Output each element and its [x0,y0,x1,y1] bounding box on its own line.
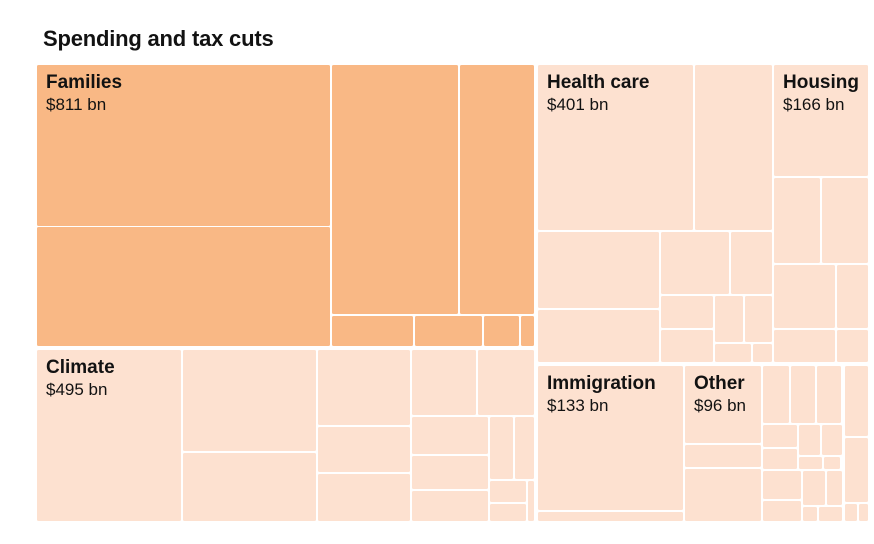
treemap-cell-other-13 [824,457,840,469]
treemap-cell-climate-9 [412,417,488,454]
treemap-cell-health-care-3 [538,232,659,308]
treemap-cell-other-10 [822,425,842,455]
treemap-cell-climate-12 [490,417,513,479]
treemap-cell-climate-8 [478,350,534,415]
category-label-families: Families [46,72,122,93]
treemap-cell-health-care-4 [538,310,659,362]
treemap-cell-housing-1 [774,65,868,176]
treemap-cell-climate-2 [183,350,316,451]
chart-title: Spending and tax cuts [43,26,274,51]
treemap-cell-climate-16 [528,481,534,521]
treemap-cell-climate-14 [490,481,526,502]
treemap-cell-climate-10 [412,456,488,489]
treemap-cell-other-12 [799,457,822,469]
treemap-cell-families-8 [521,316,534,346]
treemap-cell-other-21 [845,504,857,521]
category-block-immigration: Immigration $133 bn [538,366,683,521]
category-block-other: Other $96 bn [685,366,868,521]
treemap-cell-immigration-2 [538,512,683,521]
treemap-cell-health-care-8 [661,330,713,362]
treemap-cell-health-care-6 [731,232,772,294]
category-label-housing: Housing [783,72,859,93]
treemap-cell-other-6 [685,445,761,467]
treemap-cell-other-9 [799,425,820,455]
category-block-climate: Climate $495 bn [37,350,534,521]
treemap-cell-other-7 [685,469,761,521]
treemap-cell-health-care-5 [661,232,729,294]
treemap-cell-other-16 [803,471,825,505]
treemap-cell-health-care-1 [538,65,693,230]
treemap-cell-health-care-10 [745,296,772,342]
treemap-cell-other-3 [791,366,815,423]
category-value-climate: $495 bn [46,380,107,399]
treemap-cell-climate-15 [490,504,526,521]
treemap-cell-other-1 [685,366,761,443]
treemap-cell-health-care-11 [715,344,751,362]
treemap-cell-other-22 [859,504,868,521]
treemap-cell-other-8 [763,425,797,447]
treemap-cell-families-7 [484,316,519,346]
treemap-cell-other-17 [827,471,842,505]
treemap-cell-other-4 [817,366,841,423]
treemap-cell-climate-5 [318,427,410,472]
treemap-cell-families-2 [37,227,330,346]
treemap-cell-families-4 [460,65,534,314]
treemap-cell-housing-7 [837,330,868,362]
treemap-cell-other-15 [763,501,801,521]
category-value-families: $811 bn [46,95,106,114]
category-label-immigration: Immigration [547,373,656,394]
treemap-cell-immigration-1 [538,366,683,510]
treemap-cell-other-11 [763,449,797,469]
category-value-health-care: $401 bn [547,95,608,114]
treemap-cell-families-1 [37,65,330,226]
treemap-cell-other-14 [763,471,801,499]
treemap-cell-health-care-12 [753,344,772,362]
treemap-cell-other-20 [819,507,842,521]
category-label-climate: Climate [46,357,115,378]
treemap-cell-climate-7 [412,350,476,415]
treemap-cell-climate-13 [515,417,534,479]
treemap-cell-housing-6 [774,330,835,362]
category-block-health-care: Health care $401 bn [538,65,772,362]
category-value-other: $96 bn [694,396,746,415]
treemap-cell-other-19 [803,507,817,521]
category-value-housing: $166 bn [783,95,844,114]
treemap-cell-climate-4 [318,350,410,425]
category-label-health-care: Health care [547,72,649,93]
treemap-cell-housing-2 [774,178,820,263]
treemap-cell-housing-5 [837,265,868,328]
treemap-cell-families-6 [415,316,482,346]
treemap-cell-other-5 [845,366,868,436]
treemap-cell-climate-1 [37,350,181,521]
treemap-cell-health-care-2 [695,65,772,230]
treemap-cell-climate-3 [183,453,316,521]
category-label-other: Other [694,373,745,394]
treemap-cell-housing-4 [774,265,835,328]
treemap-cell-families-5 [332,316,413,346]
category-block-families: Families $811 bn [37,65,534,346]
category-block-housing: Housing $166 bn [774,65,868,362]
treemap-cell-families-3 [332,65,458,314]
category-value-immigration: $133 bn [547,396,608,415]
treemap-cell-health-care-9 [715,296,743,342]
treemap-cell-housing-3 [822,178,868,263]
treemap-cell-other-2 [763,366,789,423]
treemap-cell-health-care-7 [661,296,713,328]
treemap-cell-climate-6 [318,474,410,521]
treemap-cell-climate-11 [412,491,488,521]
treemap-cell-other-18 [845,438,868,502]
